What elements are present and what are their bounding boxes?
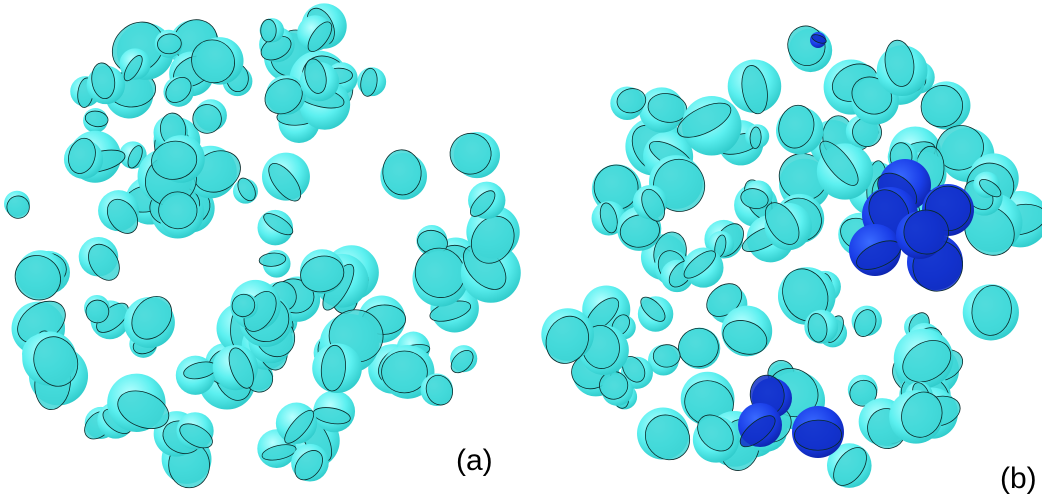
panel-b <box>538 21 1042 491</box>
panel-a <box>3 3 523 488</box>
panel-label: (b) <box>1000 462 1037 495</box>
particle-facet <box>794 420 842 451</box>
panel-label: (a) <box>456 444 493 477</box>
figure: (a) (b) <box>0 0 1042 495</box>
particle-facet <box>673 323 723 372</box>
particle-facet <box>261 19 277 42</box>
particle-facet <box>382 351 428 393</box>
